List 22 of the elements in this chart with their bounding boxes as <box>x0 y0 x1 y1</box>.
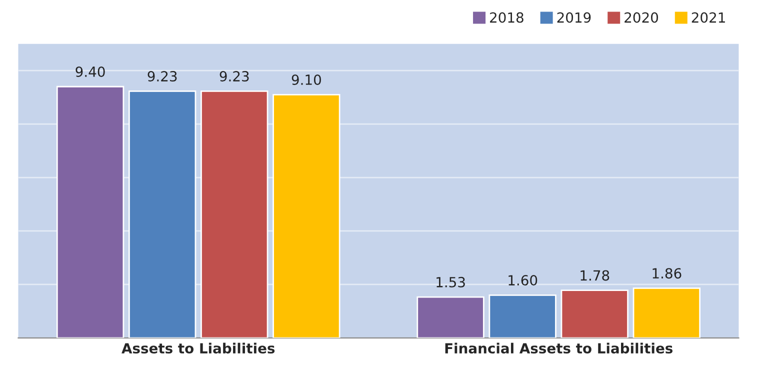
legend-label: 2019 <box>557 12 591 23</box>
x-tick-label: Assets to Liabilities <box>122 342 275 354</box>
bar <box>632 288 701 338</box>
data-label: 1.78 <box>580 270 610 281</box>
bar <box>200 90 268 338</box>
data-label: 1.60 <box>508 275 538 286</box>
bar <box>488 294 556 338</box>
data-label: 1.86 <box>652 268 682 279</box>
data-label: 9.23 <box>220 71 249 82</box>
data-label: 9.23 <box>148 71 177 82</box>
bar <box>128 90 196 338</box>
data-label: 9.10 <box>292 74 321 86</box>
bar <box>416 296 484 338</box>
bar <box>560 290 628 338</box>
data-label: 1.53 <box>436 276 465 288</box>
bar <box>272 94 340 338</box>
legend-label: 2018 <box>490 12 524 23</box>
bar <box>56 86 124 338</box>
x-tick-label: Financial Assets to Liabilities <box>445 342 672 354</box>
legend-label: 2020 <box>624 12 658 23</box>
legend-label: 2021 <box>692 12 725 23</box>
data-label: 9.40 <box>76 66 105 77</box>
